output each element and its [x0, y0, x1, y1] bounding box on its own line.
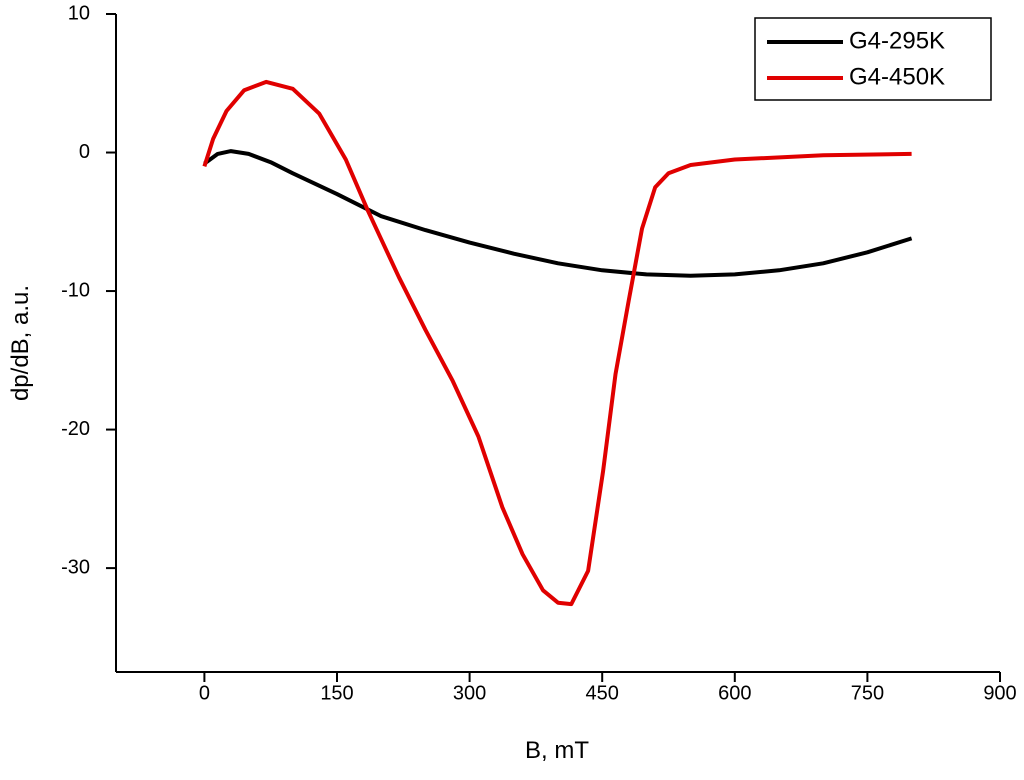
x-tick-label: 900: [983, 682, 1016, 704]
legend-label: G4-295K: [849, 27, 945, 54]
y-tick-label: 0: [79, 141, 90, 163]
series-line: [203, 149, 913, 278]
y-tick-label: -30: [61, 556, 90, 578]
y-axis-label: dp/dB, a.u.: [7, 285, 34, 401]
x-tick-label: 600: [718, 682, 751, 704]
y-tick-label: 10: [68, 2, 90, 24]
x-axis-label: B, mT: [525, 737, 589, 764]
y-tick-label: -20: [61, 418, 90, 440]
x-tick-label: 450: [586, 682, 619, 704]
x-tick-label: 300: [453, 682, 486, 704]
legend-label: G4-450K: [849, 63, 945, 90]
x-tick-label: 0: [199, 682, 210, 704]
x-tick-label: 150: [320, 682, 353, 704]
series-line: [202, 79, 912, 607]
legend-box: [754, 17, 992, 101]
y-tick-label: -10: [61, 279, 90, 301]
x-tick-label: 750: [851, 682, 884, 704]
